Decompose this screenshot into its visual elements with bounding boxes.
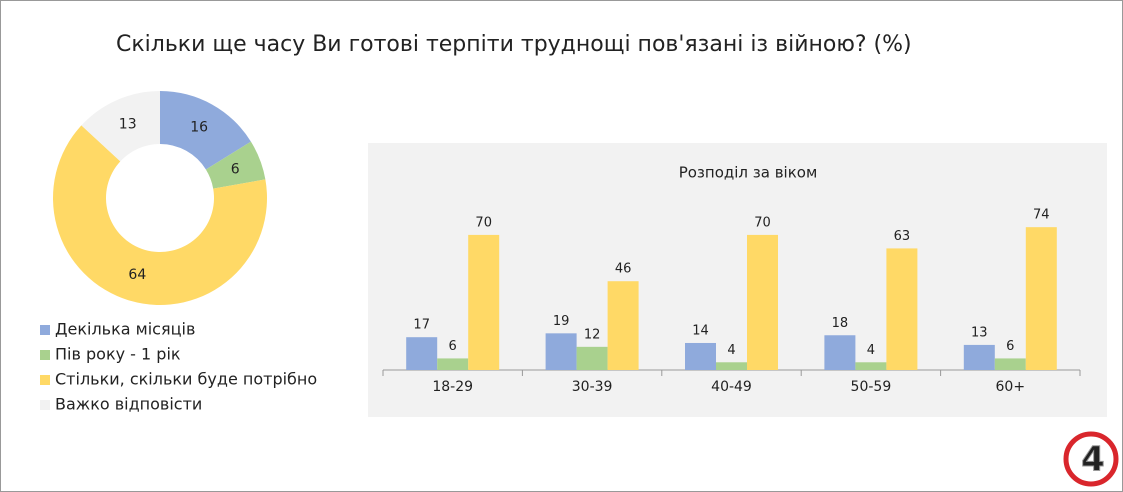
data-label: 19 xyxy=(553,314,570,329)
data-label: 14 xyxy=(692,323,709,338)
data-label: 16 xyxy=(190,120,208,136)
donut-slice xyxy=(53,125,268,305)
legend-swatch xyxy=(40,350,50,360)
data-label: 4 xyxy=(867,343,875,358)
legend-swatch xyxy=(40,375,50,385)
data-label: 4 xyxy=(727,343,735,358)
logo-text: 4 xyxy=(1081,440,1105,480)
data-label: 6 xyxy=(231,161,240,177)
bar xyxy=(437,358,469,370)
bar xyxy=(576,346,608,370)
data-label: 13 xyxy=(971,325,988,340)
donut-slice xyxy=(205,141,266,189)
x-tick-label: 30-39 xyxy=(572,379,613,395)
bar xyxy=(994,358,1026,370)
bar-title: Розподіл за віком xyxy=(679,164,818,182)
bar xyxy=(1025,227,1057,370)
data-label: 64 xyxy=(128,267,146,283)
bar xyxy=(855,362,887,370)
legend-label: Стільки, скільки буде потрібно xyxy=(55,370,317,389)
bar xyxy=(468,234,500,370)
bar xyxy=(747,234,778,370)
data-label: 17 xyxy=(413,318,430,333)
data-label: 6 xyxy=(1006,339,1014,354)
data-label: 13 xyxy=(119,116,137,132)
data-label: 70 xyxy=(475,215,492,230)
bar xyxy=(963,344,995,370)
logo-ring xyxy=(1063,431,1119,487)
data-label: 70 xyxy=(754,215,771,230)
data-label: 18 xyxy=(832,316,849,331)
donut-slice xyxy=(81,91,160,162)
bar xyxy=(406,337,438,370)
title: Скільки ще часу Ви готові терпіти трудно… xyxy=(116,32,912,57)
logo: 4 xyxy=(1063,431,1119,487)
bar xyxy=(824,335,856,370)
x-tick-label: 40-49 xyxy=(711,379,752,395)
bar xyxy=(716,362,747,370)
data-label: 12 xyxy=(584,327,601,342)
data-label: 74 xyxy=(1033,208,1050,223)
x-tick-label: 50-59 xyxy=(851,379,892,395)
data-label: 46 xyxy=(615,262,632,277)
bar xyxy=(607,281,639,370)
data-label: 63 xyxy=(894,229,911,244)
x-tick-label: 60+ xyxy=(996,379,1026,395)
x-tick-label: 18-29 xyxy=(432,379,473,395)
legend-label: Важко відповісти xyxy=(55,395,202,414)
data-label: 6 xyxy=(449,339,457,354)
donut-slice xyxy=(160,91,251,170)
legend-swatch xyxy=(40,325,50,335)
legend-swatch xyxy=(40,400,50,410)
bar xyxy=(685,342,716,370)
bar xyxy=(886,248,918,370)
legend-label: Декілька місяців xyxy=(55,320,195,339)
bar xyxy=(545,333,577,370)
legend-label: Пів року - 1 рік xyxy=(55,345,181,364)
